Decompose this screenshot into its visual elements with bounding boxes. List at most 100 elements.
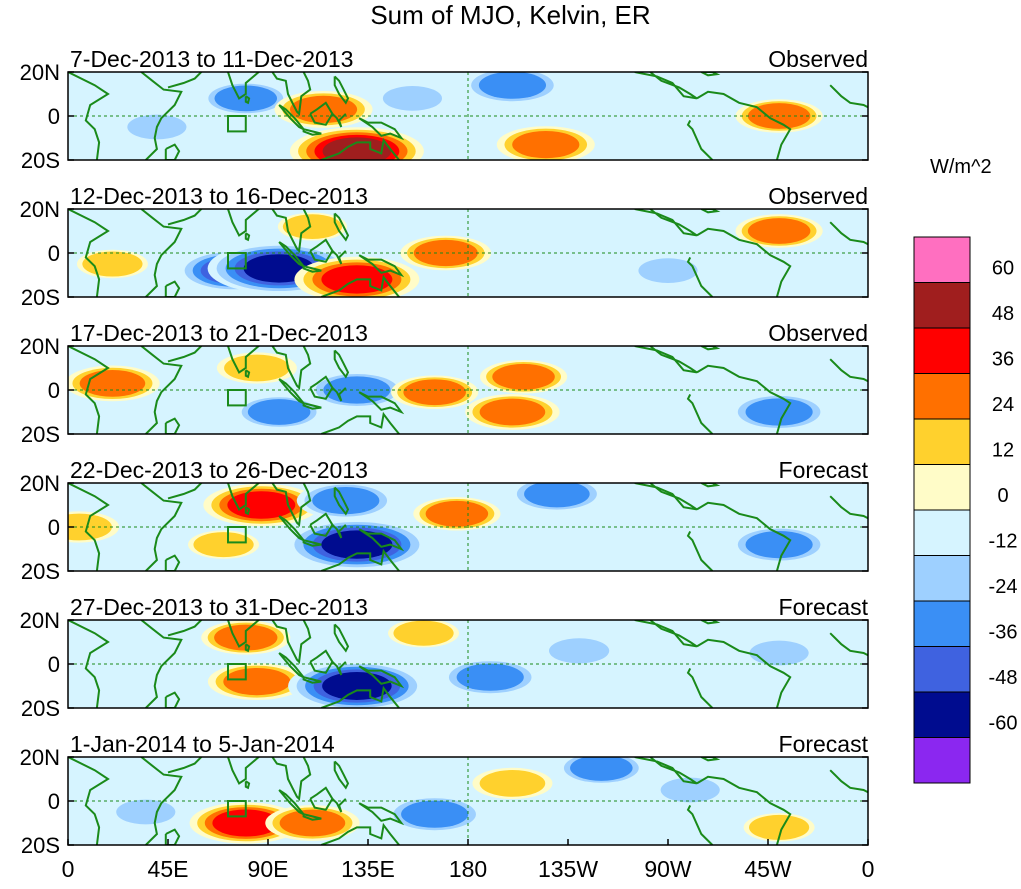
colorbar-segment (913, 646, 971, 693)
coastline (829, 632, 868, 657)
anomaly-contour (745, 531, 813, 559)
colorbar-tick-label: -36 (989, 622, 1018, 644)
anomaly-contour (393, 620, 454, 646)
coastline (225, 757, 261, 785)
coastline (320, 274, 400, 297)
anomaly-contour (749, 640, 809, 666)
colorbar-tick-label: 60 (992, 258, 1014, 280)
lon-label: 45E (148, 856, 189, 882)
map-panel: 20N 0 20S 17-Dec-2013 to 21-Dec-2013 Observe… (20, 320, 869, 447)
coastline (331, 250, 347, 265)
coastline (358, 391, 405, 415)
colorbar-tick-label: 48 (992, 303, 1014, 325)
anomaly-contour (401, 800, 469, 828)
coastline (696, 227, 792, 297)
anomaly-contour (456, 663, 524, 691)
coastline (634, 757, 698, 785)
coastline (68, 757, 110, 845)
anomaly-contour (749, 814, 810, 840)
coastline (271, 209, 312, 253)
colorbar-segment (913, 327, 971, 374)
coastline (164, 280, 181, 297)
coastline (271, 72, 312, 116)
panel-status: Observed (768, 183, 868, 209)
coastline (331, 387, 347, 402)
coastline (700, 483, 721, 488)
coastline (302, 128, 322, 136)
coastline (271, 620, 312, 664)
anomaly-contour (247, 399, 311, 425)
lat-label: 20N (20, 471, 60, 496)
colorbar-segment (913, 691, 971, 738)
coastline (686, 804, 714, 845)
coastline (700, 346, 721, 351)
coastline (333, 623, 350, 653)
anomaly-layer (68, 483, 868, 571)
coastline (829, 358, 868, 383)
coastline (271, 757, 312, 801)
coastline (333, 75, 350, 105)
coastline (167, 757, 203, 774)
lat-label: 0 (48, 652, 60, 677)
colorbar-segment (913, 600, 971, 647)
coastline (225, 483, 261, 511)
coastline (358, 117, 405, 141)
anomaly-contour (524, 483, 590, 508)
coastline (333, 349, 350, 379)
coastline (68, 72, 110, 160)
lon-label: 180 (449, 856, 487, 882)
coastline (140, 72, 183, 160)
coastline (140, 620, 183, 708)
coastline (696, 364, 792, 434)
panel-date-range: 22-Dec-2013 to 26-Dec-2013 (70, 457, 368, 483)
coastline (309, 512, 334, 537)
lat-label: 20S (21, 422, 60, 447)
anomaly-contour (68, 513, 112, 541)
anomaly-contour (660, 777, 720, 803)
coastline (320, 411, 400, 434)
coastline (829, 84, 868, 109)
coastline (225, 72, 261, 100)
coastline (164, 554, 181, 571)
colorbar-segment (913, 282, 971, 329)
anomaly-contour (478, 72, 547, 99)
lat-label: 20S (21, 696, 60, 721)
colorbar-tick-label: 24 (992, 394, 1014, 416)
coastline (244, 780, 251, 790)
coastline (225, 209, 261, 237)
anomaly-contour (322, 672, 392, 700)
coastline (278, 104, 305, 131)
coastline (331, 661, 347, 676)
coastline (271, 483, 312, 527)
colorbar-segment (913, 236, 971, 283)
coastline (302, 676, 322, 684)
colorbar-tick-label: -48 (989, 667, 1018, 689)
anomaly-contour (224, 354, 290, 382)
coastline (333, 486, 350, 516)
lon-label: 45W (744, 856, 792, 882)
coastline (686, 667, 714, 708)
coastline (320, 548, 400, 571)
anomaly-layer (68, 346, 868, 434)
coastline (140, 209, 183, 297)
coastline (358, 665, 405, 689)
coastline (167, 209, 203, 226)
coastline (225, 346, 261, 374)
panel-status: Forecast (779, 594, 869, 620)
lat-label: 0 (48, 241, 60, 266)
anomaly-contour (312, 487, 380, 515)
coastline (686, 119, 714, 160)
coastline (167, 346, 203, 363)
lon-label: 0 (62, 856, 75, 882)
coastline (68, 483, 110, 571)
coastline (167, 72, 203, 89)
coastline (333, 760, 350, 790)
lat-label: 0 (48, 378, 60, 403)
lat-label: 20S (21, 559, 60, 584)
colorbar-segment (913, 373, 971, 420)
coastline (331, 524, 347, 539)
coastline (309, 375, 334, 400)
colorbar-tick-label: 0 (997, 485, 1008, 507)
anomaly-contour (321, 530, 393, 559)
coastline (309, 786, 334, 811)
